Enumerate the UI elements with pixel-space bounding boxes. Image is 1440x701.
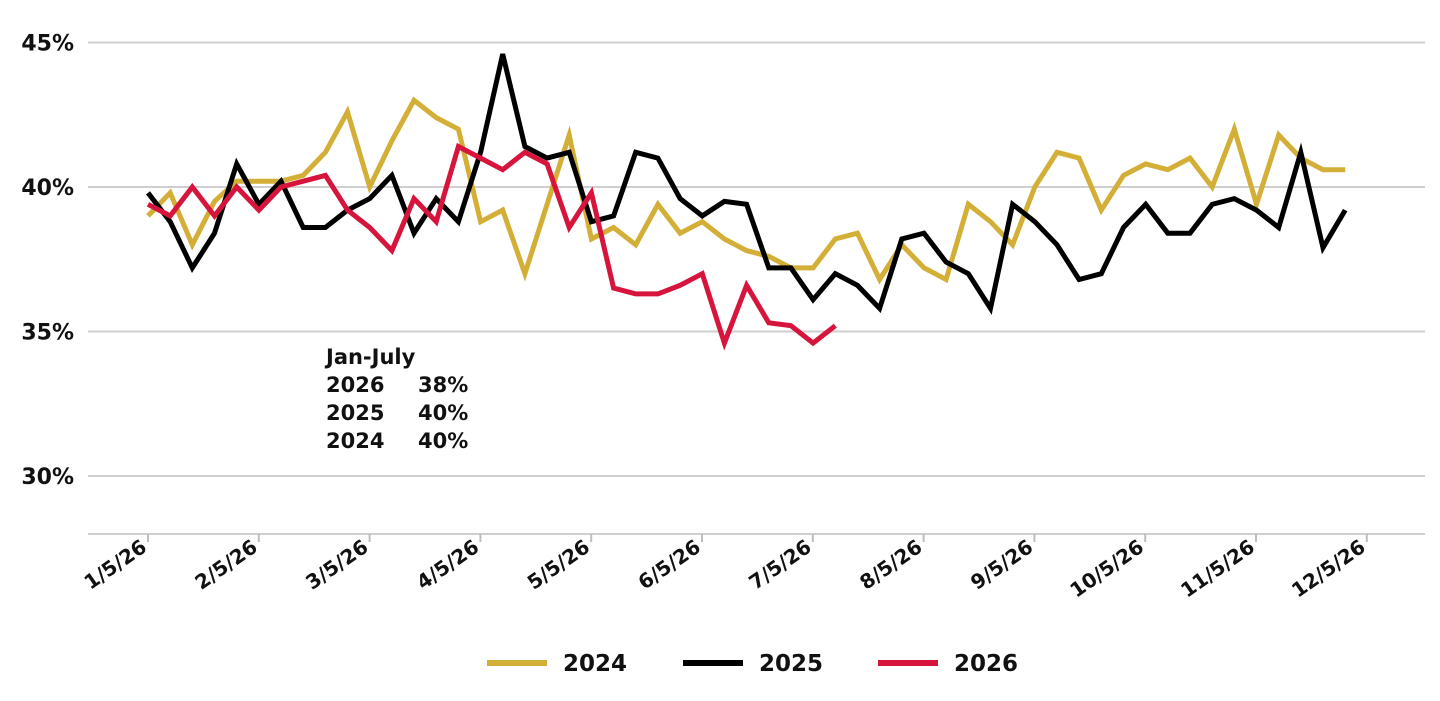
annotation-value-2025: 40% bbox=[418, 401, 468, 425]
x-tick-label: 3/5/26 bbox=[301, 534, 372, 594]
y-tick-label: 45% bbox=[21, 32, 74, 57]
series-line-2024 bbox=[146, 96, 1346, 285]
annotation-year-2026: 2026 bbox=[326, 373, 384, 397]
y-tick-label: 40% bbox=[21, 176, 74, 201]
x-tick-label: 2/5/26 bbox=[190, 534, 261, 594]
legend: 2024 2025 2026 bbox=[487, 651, 1018, 677]
x-axis: 1/5/26 2/5/26 3/5/26 4/5/26 5/5/26 6/5/26 7/5/… bbox=[80, 533, 1425, 602]
annotation-year-2025: 2025 bbox=[326, 401, 384, 425]
annotation-heading: Jan-July bbox=[324, 345, 416, 369]
legend-label-2024: 2024 bbox=[563, 651, 627, 677]
x-tick-label: 9/5/26 bbox=[966, 534, 1037, 594]
x-tick-label: 10/5/26 bbox=[1065, 534, 1148, 602]
annotation-value-2024: 40% bbox=[418, 429, 468, 453]
legend-label-2025: 2025 bbox=[759, 651, 823, 677]
annotation-year-2024: 2024 bbox=[326, 429, 384, 453]
x-tick-label: 11/5/26 bbox=[1176, 534, 1259, 602]
series-line-2026 bbox=[146, 142, 837, 351]
legend-label-2026: 2026 bbox=[954, 651, 1018, 677]
x-tick-label: 6/5/26 bbox=[634, 534, 705, 594]
summary-annotation: Jan-July 2026 38% 2025 40% 2024 40% bbox=[324, 345, 468, 453]
y-tick-label: 30% bbox=[21, 465, 74, 490]
gridlines bbox=[88, 41, 1425, 477]
y-axis: 30% 35% 40% 45% bbox=[21, 32, 74, 491]
x-tick-label: 5/5/26 bbox=[523, 534, 594, 594]
series-lines bbox=[146, 53, 1348, 351]
y-tick-label: 35% bbox=[21, 321, 74, 346]
x-tick-label: 12/5/26 bbox=[1287, 534, 1370, 602]
x-tick-label: 8/5/26 bbox=[855, 534, 926, 594]
x-tick-label: 4/5/26 bbox=[412, 534, 483, 594]
x-tick-label: 1/5/26 bbox=[80, 534, 151, 594]
annotation-value-2026: 38% bbox=[418, 373, 468, 397]
x-tick-label: 7/5/26 bbox=[744, 534, 815, 594]
